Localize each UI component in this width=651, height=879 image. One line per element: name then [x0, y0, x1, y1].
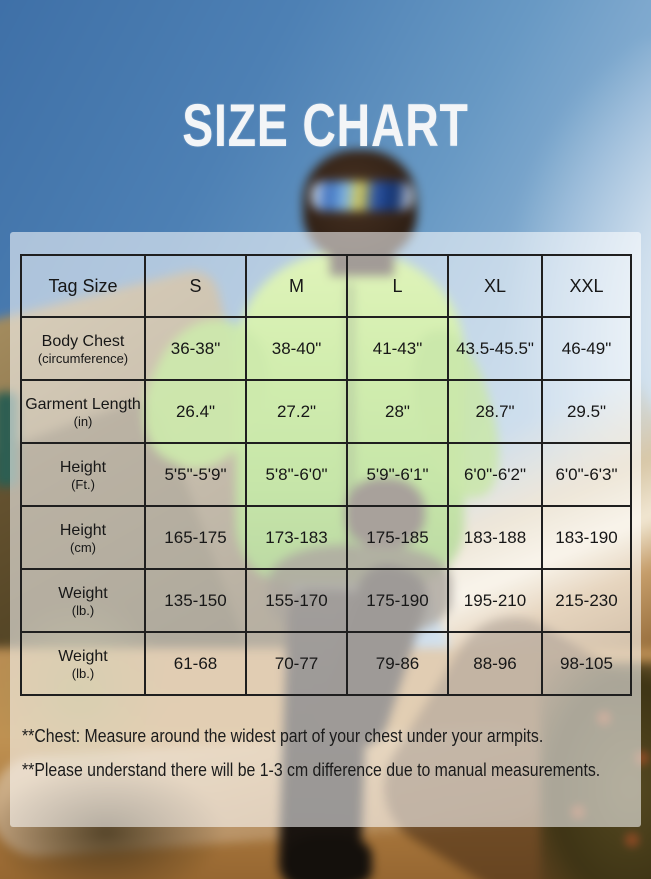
header-row: Tag Size S M L XL XXL [20, 254, 632, 318]
row-sublabel: (lb.) [71, 602, 95, 618]
size-value-cell: 5'9"-6'1" [346, 442, 449, 507]
table-row: Height (Ft.) 5'5"-5'9" 5'8"-6'0" 5'9"-6'1" 6'… [20, 442, 632, 507]
size-value-cell: 88-96 [447, 631, 543, 696]
size-value-cell: 43.5-45.5" [447, 316, 543, 381]
page-title: SIZE CHART [182, 91, 469, 160]
size-value-cell: 28" [346, 379, 449, 444]
header-cell-tag-size: Tag Size [20, 254, 146, 318]
row-sublabel: (in) [73, 413, 93, 429]
size-value-cell: 29.5" [541, 379, 632, 444]
row-sublabel: (Ft.) [71, 476, 95, 492]
row-header-cell: Height (cm) [20, 505, 146, 570]
table-row: Weight (lb.) 135-150 155-170 175-190 195-210 2… [20, 568, 632, 633]
size-value-cell: 165-175 [144, 505, 247, 570]
size-value-cell: 135-150 [144, 568, 247, 633]
row-label: Weight [58, 584, 108, 602]
runner-shoe [286, 835, 372, 879]
size-value-cell: 61-68 [144, 631, 247, 696]
size-value-cell: 6'0"-6'3" [541, 442, 632, 507]
size-value-cell: 175-190 [346, 568, 449, 633]
header-cell-xxl: XXL [541, 254, 632, 318]
size-table-body: Body Chest (circumference) 36-38" 38-40" 41-… [20, 316, 632, 696]
flower-dot [626, 834, 638, 846]
size-value-cell: 5'5"-5'9" [144, 442, 247, 507]
size-chart-table: Tag Size S M L XL XXL Body Chest (circumf… [20, 254, 632, 696]
size-value-cell: 173-183 [245, 505, 348, 570]
size-value-cell: 79-86 [346, 631, 449, 696]
row-label: Weight [58, 647, 108, 665]
size-value-cell: 98-105 [541, 631, 632, 696]
size-value-cell: 175-185 [346, 505, 449, 570]
size-value-cell: 46-49" [541, 316, 632, 381]
size-value-cell: 215-230 [541, 568, 632, 633]
footnote-chest: **Chest: Measure around the widest part … [22, 726, 544, 746]
header-cell-m: M [245, 254, 348, 318]
size-value-cell: 38-40" [245, 316, 348, 381]
table-row: Body Chest (circumference) 36-38" 38-40" 41-… [20, 316, 632, 381]
row-label: Body Chest [41, 332, 125, 350]
size-value-cell: 26.4" [144, 379, 247, 444]
table-row: Weight (lb.) 61-68 70-77 79-86 88-96 98-105 [20, 631, 632, 696]
size-value-cell: 41-43" [346, 316, 449, 381]
header-cell-xl: XL [447, 254, 543, 318]
row-sublabel: (cm) [70, 539, 96, 555]
size-value-cell: 27.2" [245, 379, 348, 444]
row-header-cell: Body Chest (circumference) [20, 316, 146, 381]
size-value-cell: 155-170 [245, 568, 348, 633]
header-cell-s: S [144, 254, 247, 318]
row-header-cell: Garment Length (in) [20, 379, 146, 444]
size-value-cell: 183-190 [541, 505, 632, 570]
row-sublabel: (circumference) [37, 350, 129, 366]
row-sublabel: (lb.) [71, 665, 95, 681]
row-header-cell: Weight (lb.) [20, 568, 146, 633]
size-value-cell: 195-210 [447, 568, 543, 633]
table-row: Height (cm) 165-175 173-183 175-185 183-188 18… [20, 505, 632, 570]
size-value-cell: 28.7" [447, 379, 543, 444]
row-label: Height [59, 521, 107, 539]
table-row: Garment Length (in) 26.4" 27.2" 28" 28.7" 29.5… [20, 379, 632, 444]
footnote-tolerance: **Please understand there will be 1-3 cm… [22, 760, 601, 780]
size-value-cell: 6'0"-6'2" [447, 442, 543, 507]
size-value-cell: 70-77 [245, 631, 348, 696]
size-value-cell: 183-188 [447, 505, 543, 570]
size-value-cell: 36-38" [144, 316, 247, 381]
row-header-cell: Height (Ft.) [20, 442, 146, 507]
header-cell-l: L [346, 254, 449, 318]
row-header-cell: Weight (lb.) [20, 631, 146, 696]
row-label: Garment Length [25, 395, 141, 413]
size-value-cell: 5'8"-6'0" [245, 442, 348, 507]
row-label: Height [59, 458, 107, 476]
sunglasses [311, 181, 413, 211]
